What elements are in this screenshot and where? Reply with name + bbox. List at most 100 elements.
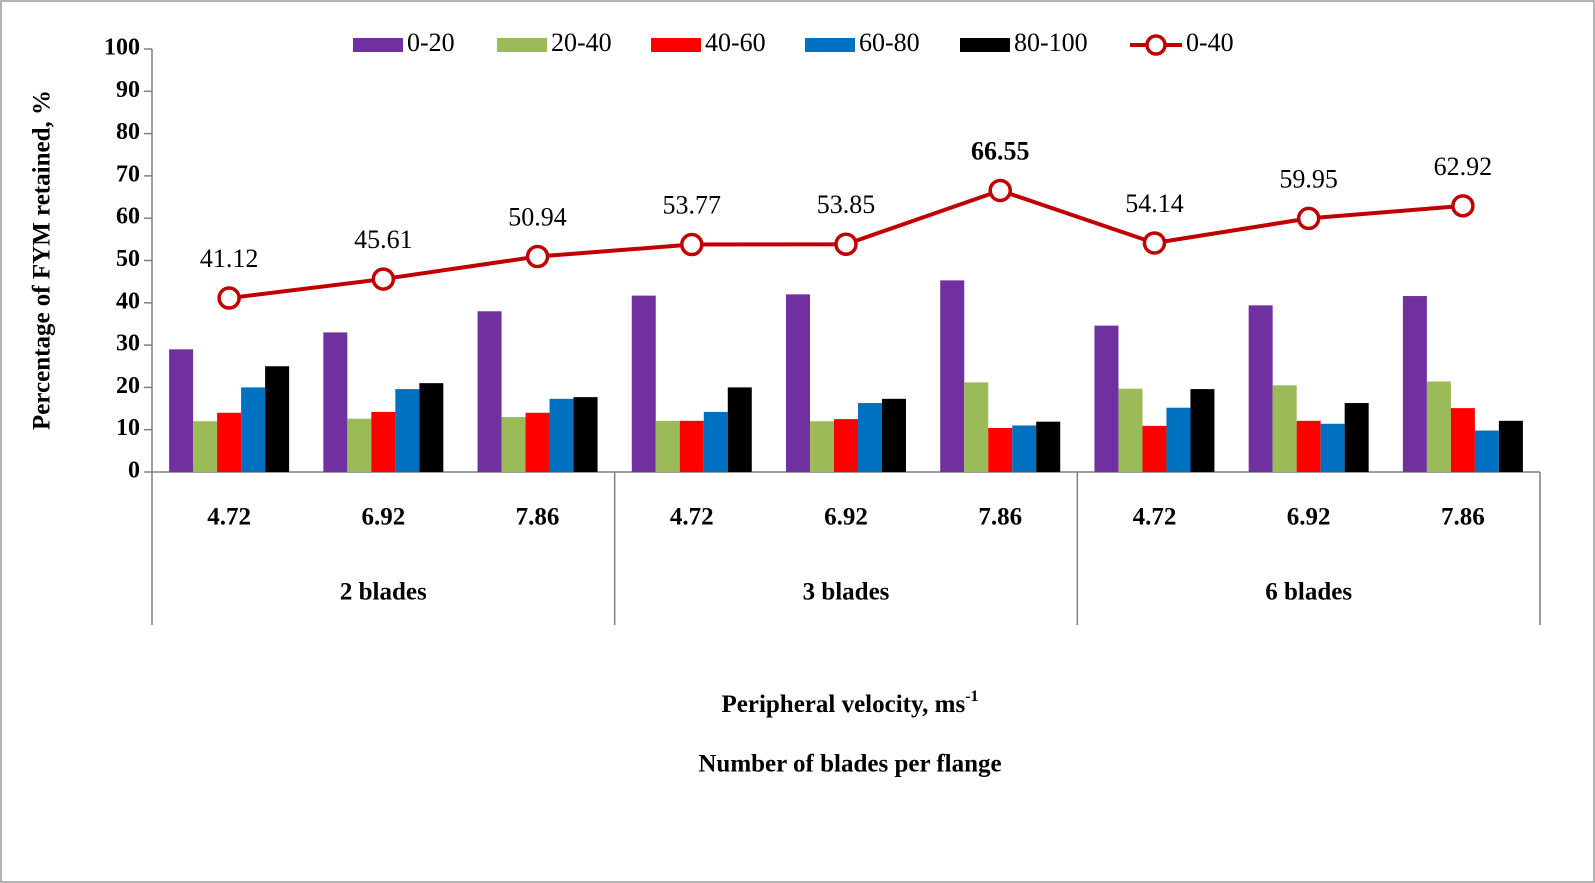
bar — [882, 398, 906, 472]
x-tick-label: 6.92 — [361, 504, 405, 531]
data-label: 53.77 — [663, 191, 722, 220]
bar — [169, 349, 194, 472]
x-axis-label-2: Number of blades per flange — [698, 751, 1001, 778]
bar — [1498, 420, 1523, 472]
legend-swatch — [805, 38, 855, 52]
y-tick-label: 0 — [128, 458, 140, 484]
x-axis-label-superscript: -1 — [965, 688, 978, 705]
x-tick-label: 4.72 — [1133, 504, 1177, 531]
bar — [858, 403, 882, 472]
bar — [1402, 296, 1427, 472]
y-tick-label: 20 — [116, 373, 140, 399]
data-label: 53.85 — [817, 190, 876, 219]
bar — [217, 412, 242, 472]
bar — [679, 420, 704, 472]
x-tick-label: 4.72 — [207, 504, 251, 531]
bar — [501, 417, 526, 472]
legend-swatch — [651, 38, 701, 52]
bar — [525, 412, 550, 472]
legend-label: 0-40 — [1186, 28, 1234, 57]
legend-label: 40-60 — [705, 28, 766, 57]
bar — [241, 387, 266, 472]
legend-marker — [1145, 34, 1167, 56]
data-label: 66.55 — [971, 136, 1030, 165]
data-label: 54.14 — [1125, 189, 1184, 218]
line-marker — [1142, 231, 1167, 255]
bar — [395, 389, 420, 472]
x-tick-label: 7.86 — [978, 504, 1022, 531]
bar — [1320, 423, 1345, 472]
y-tick-label: 50 — [116, 246, 140, 272]
legend-label: 60-80 — [859, 28, 920, 57]
line-marker — [217, 286, 241, 310]
y-tick-label: 100 — [104, 35, 140, 61]
bar — [964, 382, 989, 472]
bar — [419, 383, 444, 472]
bar — [371, 411, 396, 472]
bar — [477, 311, 502, 472]
data-label: 41.12 — [200, 244, 259, 273]
legend-label: 0-20 — [407, 28, 455, 57]
group-label: 2 blades — [340, 579, 427, 606]
line-marker — [680, 232, 704, 257]
bar — [1094, 325, 1119, 472]
x-axis-label: Peripheral velocity, ms-1 — [721, 688, 978, 718]
line-marker — [988, 178, 1012, 203]
x-tick-label: 6.92 — [1287, 504, 1331, 531]
y-tick-label: 30 — [116, 331, 140, 357]
legend-label: 80-100 — [1014, 28, 1088, 57]
bar — [631, 295, 656, 472]
y-axis-label: Percentage of FYM retained, % — [29, 90, 56, 430]
bar — [940, 280, 965, 472]
legend-swatch — [497, 38, 547, 52]
bar — [786, 294, 810, 472]
bar — [1248, 305, 1273, 472]
x-tick-label: 7.86 — [1441, 504, 1485, 531]
y-tick-label: 10 — [116, 415, 140, 441]
y-tick-label: 90 — [116, 77, 140, 103]
legend-label: 20-40 — [551, 28, 612, 57]
bar — [1036, 421, 1061, 472]
y-tick-label: 40 — [116, 288, 140, 314]
bar — [1118, 388, 1143, 472]
line-marker — [1451, 194, 1475, 218]
x-axis-label-text: Peripheral velocity, ms — [721, 691, 965, 718]
bar — [193, 421, 218, 472]
x-tick-label: 6.92 — [824, 504, 868, 531]
bar — [1142, 425, 1167, 472]
bar — [727, 387, 752, 472]
bar — [347, 418, 372, 472]
bar — [573, 397, 598, 472]
bar — [1296, 420, 1321, 472]
bar — [810, 421, 834, 472]
bar — [1190, 389, 1215, 472]
group-label: 6 blades — [1265, 579, 1352, 606]
bar — [323, 332, 348, 472]
x-tick-label: 7.86 — [516, 504, 560, 531]
y-tick-label: 70 — [116, 161, 140, 187]
line-marker — [834, 232, 858, 256]
data-label: 45.61 — [354, 225, 413, 254]
line-marker — [525, 244, 550, 269]
line-marker — [371, 267, 396, 291]
line-marker — [1296, 206, 1321, 231]
y-tick-label: 60 — [116, 204, 140, 230]
data-label: 59.95 — [1279, 164, 1338, 193]
bar — [834, 419, 858, 472]
bar — [549, 398, 574, 472]
x-tick-label: 4.72 — [670, 504, 714, 531]
bar — [1344, 403, 1369, 472]
bar — [1166, 407, 1191, 472]
bar — [265, 366, 290, 472]
y-tick-label: 80 — [116, 119, 140, 145]
bar — [1474, 430, 1499, 472]
bar — [1012, 425, 1037, 472]
group-label: 3 blades — [803, 579, 890, 606]
data-label: 50.94 — [508, 202, 567, 231]
data-label: 62.92 — [1434, 152, 1493, 181]
bar — [1450, 408, 1475, 472]
bar — [1272, 385, 1297, 472]
bar — [1426, 381, 1451, 472]
legend-swatch — [353, 38, 403, 52]
